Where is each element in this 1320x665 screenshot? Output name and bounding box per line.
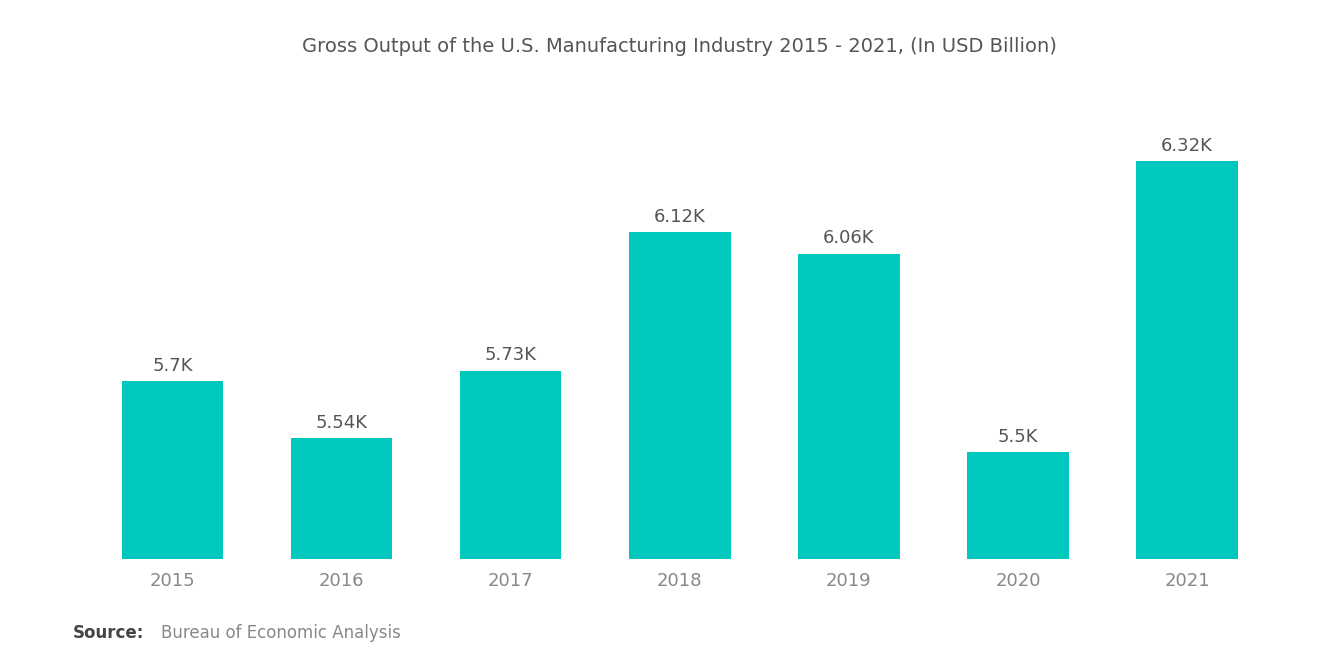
Text: 5.54K: 5.54K xyxy=(315,414,367,432)
Bar xyxy=(459,370,561,665)
Bar xyxy=(1137,162,1238,665)
Text: 6.32K: 6.32K xyxy=(1162,137,1213,155)
Bar xyxy=(121,381,223,665)
Bar xyxy=(630,232,730,665)
Bar xyxy=(968,452,1069,665)
Text: Source:: Source: xyxy=(73,624,144,642)
Title: Gross Output of the U.S. Manufacturing Industry 2015 - 2021, (In USD Billion): Gross Output of the U.S. Manufacturing I… xyxy=(302,37,1057,56)
Bar xyxy=(799,253,900,665)
Text: 5.73K: 5.73K xyxy=(484,346,537,364)
Text: 6.12K: 6.12K xyxy=(653,208,706,226)
Text: Bureau of Economic Analysis: Bureau of Economic Analysis xyxy=(161,624,401,642)
Text: 5.5K: 5.5K xyxy=(998,428,1039,446)
Text: 6.06K: 6.06K xyxy=(824,229,875,247)
Bar xyxy=(290,438,392,665)
Text: 5.7K: 5.7K xyxy=(152,357,193,375)
